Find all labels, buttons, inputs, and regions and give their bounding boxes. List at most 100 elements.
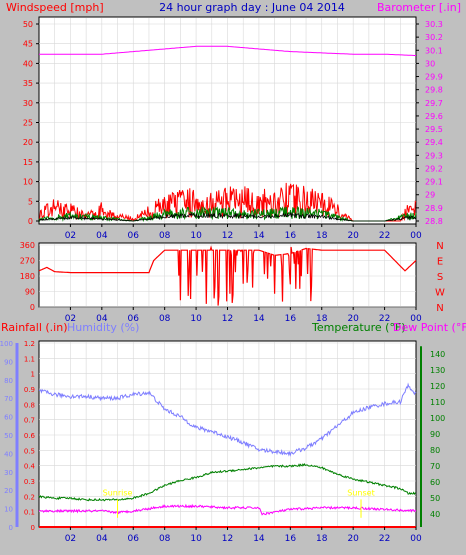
- wind-tick-label: 10: [23, 178, 33, 187]
- x-tick-label: 06: [128, 534, 140, 544]
- x-tick-label: 12: [222, 314, 233, 324]
- baro-axis-label: Barometer [.in]: [377, 1, 461, 14]
- x-tick-label: 14: [253, 314, 265, 324]
- x-tick-label: 02: [65, 231, 76, 241]
- wind-tick-label: 0: [28, 217, 33, 226]
- wind-tick-label: 45: [23, 40, 33, 49]
- x-tick-label: 10: [190, 231, 202, 241]
- baro-tick-label: 28.8: [425, 217, 443, 226]
- baro-tick-label: 29.9: [425, 73, 443, 82]
- x-tick-label: 22: [379, 314, 390, 324]
- wind-tick-label: 50: [23, 20, 33, 29]
- baro-tick-label: 30: [425, 59, 435, 68]
- x-tick-label: 22: [379, 534, 390, 544]
- baro-tick-label: 29.3: [425, 151, 443, 160]
- compass-label: W: [435, 288, 445, 299]
- wind-tick-label: 20: [23, 138, 33, 147]
- x-tick-label: 16: [285, 314, 297, 324]
- temperature-tick-label: 70: [430, 462, 440, 471]
- direction-tick-label: 90: [25, 288, 35, 297]
- baro-tick-label: 29.5: [425, 125, 443, 134]
- baro-tick-label: 30.1: [425, 46, 443, 55]
- rain-tick-label: 0.4: [24, 463, 36, 471]
- temperature-tick-label: 120: [430, 382, 445, 391]
- temperature-legend: Temperature (°F): [311, 321, 406, 334]
- wind-tick-label: 40: [23, 59, 33, 68]
- x-tick-label: 06: [128, 231, 140, 241]
- baro-tick-label: 29.4: [425, 138, 443, 147]
- humidity-tick-label: 60: [4, 414, 13, 422]
- humidity-tick-label: 80: [4, 377, 13, 385]
- x-tick-label: 14: [253, 231, 265, 241]
- temperature-tick-label: 40: [430, 510, 440, 519]
- rain-tick-label: 0: [31, 524, 35, 532]
- temperature-tick-label: 140: [430, 350, 445, 359]
- x-tick-label: 00: [410, 314, 422, 324]
- temperature-tick-label: 60: [430, 478, 440, 487]
- temperature-tick-label: 100: [430, 414, 445, 423]
- x-tick-label: 02: [65, 534, 76, 544]
- humidity-tick-label: 30: [4, 469, 13, 477]
- humidity-tick-label: 70: [4, 395, 13, 403]
- wind-tick-label: 30: [23, 99, 33, 108]
- temperature-tick-label: 80: [430, 446, 440, 455]
- temperature-series: [38, 462, 417, 502]
- rain-legend: Rainfall (.in): [1, 321, 68, 334]
- x-tick-label: 18: [316, 231, 328, 241]
- rain-tick-label: 0.7: [24, 417, 35, 425]
- baro-tick-label: 29.8: [425, 86, 443, 95]
- humidity-tick-label: 40: [4, 450, 13, 458]
- x-tick-label: 10: [190, 314, 202, 324]
- sun-marker-label: Sunrise: [103, 489, 133, 498]
- rain-tick-label: 0.9: [24, 386, 35, 394]
- x-tick-label: 12: [222, 534, 233, 544]
- x-tick-label: 10: [190, 534, 202, 544]
- direction-tick-label: 0: [30, 303, 35, 312]
- x-tick-label: 08: [159, 534, 171, 544]
- temperature-tick-label: 50: [430, 494, 440, 503]
- wind-direction-series: [38, 245, 417, 306]
- x-tick-label: 16: [285, 534, 297, 544]
- direction-tick-label: 180: [20, 272, 35, 281]
- direction-tick-label: 270: [20, 257, 35, 266]
- x-tick-label: 06: [128, 314, 140, 324]
- x-tick-label: 18: [316, 314, 328, 324]
- rain-tick-label: 0.6: [24, 432, 36, 440]
- x-tick-label: 20: [347, 231, 359, 241]
- x-tick-label: 08: [159, 314, 171, 324]
- baro-tick-label: 30.2: [425, 33, 443, 42]
- rain-tick-label: 0.8: [24, 401, 35, 409]
- baro-tick-label: 30.3: [425, 20, 443, 29]
- wind-tick-label: 35: [23, 79, 33, 88]
- direction-tick-label: 360: [20, 241, 35, 250]
- dewpoint-series: [38, 503, 417, 516]
- humidity-legend: Humidity (%): [67, 321, 139, 334]
- compass-label: S: [437, 272, 443, 283]
- x-tick-label: 14: [253, 534, 265, 544]
- rain-hum-temp-panel: 0 0.1 0.2 0.3 0.4 0.5 0.6 0.7 0.8 0.9 1 1.1 1.2 0 10 20…: [0, 340, 445, 544]
- compass-label: N: [436, 241, 443, 252]
- humidity-tick-label: 20: [4, 487, 13, 495]
- x-tick-label: 04: [96, 314, 108, 324]
- baro-tick-label: 29: [425, 191, 435, 200]
- compass-label: N: [436, 303, 443, 314]
- compass-label: E: [437, 257, 443, 268]
- humidity-tick-label: 50: [4, 432, 13, 440]
- wind-axis-label: Windspeed [mph]: [6, 1, 104, 14]
- humidity-tick-label: 0: [9, 524, 13, 532]
- wind-tick-label: 25: [23, 119, 33, 128]
- dewpoint-legend: Dew Point (°F): [393, 321, 466, 334]
- x-tick-label: 16: [285, 231, 297, 241]
- rain-tick-label: 0.1: [24, 509, 35, 517]
- x-tick-label: 00: [410, 534, 422, 544]
- temperature-tick-label: 130: [430, 366, 445, 375]
- baro-tick-label: 29.1: [425, 178, 443, 187]
- rain-tick-label: 1.2: [24, 340, 35, 348]
- humidity-tick-label: 10: [4, 506, 13, 514]
- x-tick-label: 02: [65, 314, 76, 324]
- chart-title: 24 hour graph day : June 04 2014: [159, 1, 345, 14]
- x-tick-label: 12: [222, 231, 233, 241]
- baro-tick-label: 29.6: [425, 112, 443, 121]
